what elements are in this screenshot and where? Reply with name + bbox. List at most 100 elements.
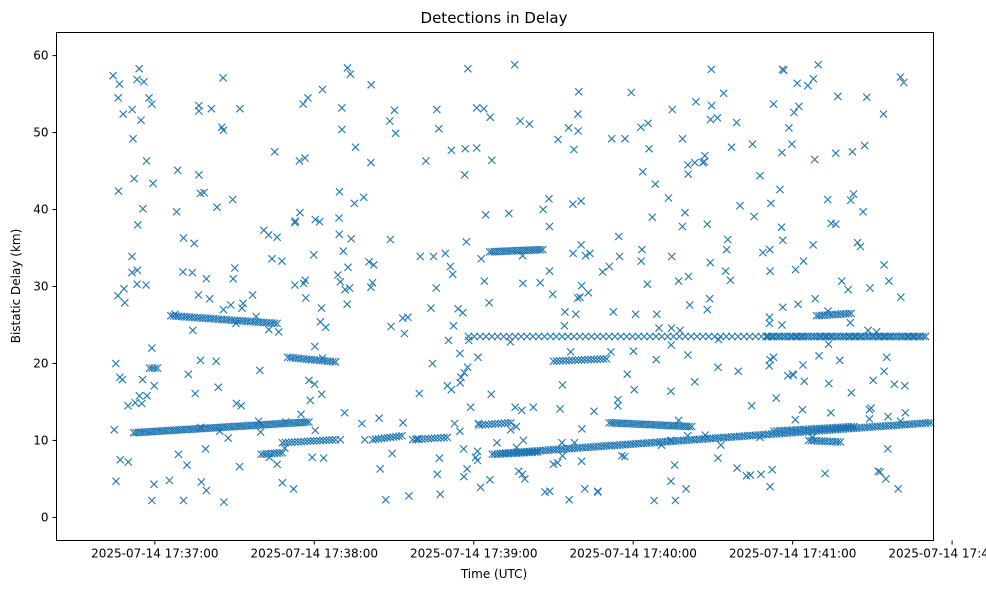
data-point (707, 101, 716, 110)
data-point (605, 262, 614, 271)
data-point (778, 321, 786, 329)
data-point (833, 92, 842, 101)
data-point (440, 433, 448, 442)
data-point (564, 123, 573, 132)
data-point (751, 332, 760, 341)
data-point (844, 285, 853, 294)
data-point (328, 435, 337, 444)
data-point (874, 467, 883, 476)
data-point (350, 199, 359, 208)
data-point (448, 270, 457, 279)
data-point (458, 308, 467, 317)
data-point (214, 383, 223, 392)
data-point (636, 123, 645, 132)
data-point (336, 435, 345, 444)
data-point (128, 105, 137, 114)
data-points (109, 60, 935, 506)
data-point (518, 251, 527, 260)
data-point (536, 245, 545, 254)
data-point (331, 357, 340, 366)
data-point (311, 215, 320, 224)
data-point (120, 284, 128, 293)
data-point (479, 104, 488, 113)
data-point (335, 214, 343, 222)
data-point (684, 170, 693, 179)
data-point (722, 245, 731, 254)
data-point (120, 298, 129, 307)
data-point (571, 310, 580, 319)
data-point (746, 471, 755, 480)
data-point (427, 434, 436, 443)
data-point (447, 385, 456, 394)
data-point (110, 425, 119, 434)
data-point (666, 477, 675, 486)
data-point (312, 436, 321, 445)
data-point (568, 356, 577, 365)
data-point (896, 73, 905, 82)
data-point (413, 434, 422, 443)
data-point (446, 262, 455, 271)
data-point (133, 266, 142, 275)
data-point (202, 274, 211, 283)
data-point (791, 415, 800, 424)
data-point (310, 342, 319, 351)
data-point (739, 332, 748, 341)
x-axis-label: Time (UTC) (460, 567, 527, 581)
data-point (520, 474, 529, 483)
data-point (558, 451, 567, 460)
data-point (876, 468, 885, 476)
data-point (669, 332, 678, 341)
data-point (184, 370, 193, 379)
data-point (593, 488, 602, 496)
data-point (549, 460, 558, 469)
data-point (224, 434, 233, 443)
data-point (360, 435, 369, 444)
data-point (836, 438, 845, 446)
data-point (787, 140, 796, 149)
data-point (722, 332, 731, 341)
data-point (512, 443, 521, 452)
data-point (577, 457, 586, 466)
data-point (765, 319, 774, 328)
data-point (205, 294, 214, 303)
data-point (135, 391, 144, 400)
data-point (487, 390, 496, 399)
data-point (297, 437, 306, 446)
data-point (687, 332, 696, 341)
data-point (631, 310, 640, 319)
data-point (575, 332, 584, 341)
data-point (684, 272, 693, 281)
data-point (792, 332, 801, 341)
data-point (714, 363, 722, 372)
data-point (302, 418, 311, 427)
data-point (523, 332, 531, 341)
data-point (492, 438, 501, 447)
data-point (403, 313, 412, 322)
data-point (433, 470, 442, 479)
data-point (620, 452, 629, 461)
data-point (860, 141, 869, 150)
data-point (687, 422, 696, 431)
data-point (599, 355, 608, 363)
data-point (530, 448, 539, 457)
data-point (432, 284, 441, 292)
data-point (646, 332, 655, 341)
data-point (142, 157, 151, 165)
data-point (235, 462, 244, 471)
data-point (174, 450, 183, 459)
data-point (179, 496, 188, 505)
data-point (369, 260, 378, 269)
data-point (824, 340, 833, 349)
data-point (560, 307, 569, 316)
data-point (652, 332, 660, 341)
data-point (133, 75, 141, 84)
data-point (569, 332, 578, 341)
data-point (295, 157, 304, 165)
data-point (614, 232, 623, 241)
data-point (690, 377, 699, 386)
data-point (847, 309, 856, 318)
data-point (172, 207, 181, 216)
data-point (856, 242, 865, 251)
data-point (628, 332, 637, 341)
data-point (305, 418, 313, 426)
